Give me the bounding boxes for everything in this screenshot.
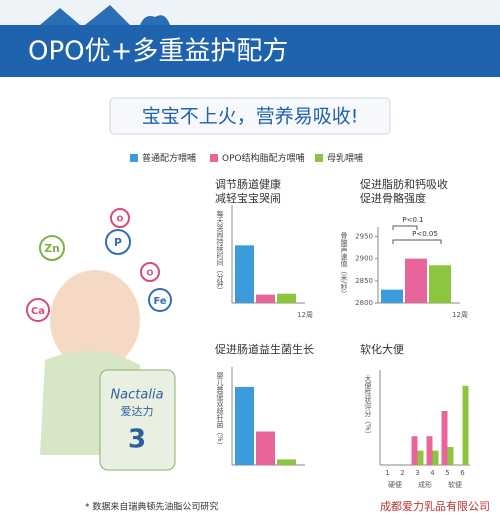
legend-label: 普通配方喂哺	[142, 152, 196, 164]
y-tick-label: 2950	[355, 232, 373, 240]
sky	[0, 0, 500, 25]
molecule	[140, 262, 160, 282]
group-label: 成形	[418, 480, 432, 489]
x-tick-label: 3	[415, 469, 419, 477]
bar	[256, 294, 275, 303]
molecule-label: Fe	[153, 296, 166, 307]
bar	[432, 450, 439, 465]
brand: Nactalia	[110, 388, 163, 403]
bar	[411, 436, 418, 465]
molecule-label: O	[117, 214, 124, 224]
header-bar	[0, 25, 500, 77]
x-axis-label: 12周	[297, 311, 313, 319]
molecule	[26, 298, 50, 322]
x-tick-label: 5	[445, 469, 449, 477]
x-tick-label: 6	[460, 469, 465, 477]
legend-label: OPO结构脂配方喂哺	[222, 152, 305, 164]
annotation: P<0.1	[402, 216, 423, 224]
bar	[256, 431, 275, 465]
molecule	[105, 229, 131, 255]
molecule-label: Zn	[44, 242, 60, 255]
y-axis-label: 婴儿粪便双歧杆菌（%）	[216, 372, 224, 449]
y-tick-label: 2850	[355, 277, 373, 285]
bar	[447, 447, 454, 465]
molecule	[110, 208, 130, 228]
molecule	[148, 288, 172, 312]
legend-swatch	[210, 154, 218, 162]
bar	[441, 411, 448, 465]
slogan: 宝宝不上火，营养易吸收!	[142, 106, 359, 128]
chart-title: 促进脂肪和钙吸收促进骨骼强度	[360, 177, 448, 205]
x-axis-label: 12周	[452, 311, 468, 319]
group-label: 软便	[448, 480, 462, 489]
bar	[277, 459, 296, 465]
product-can	[99, 369, 176, 471]
molecule-label: O	[147, 268, 154, 278]
watermark: 成都爱力乳品有限公司	[380, 499, 490, 513]
bar	[235, 386, 254, 465]
bar	[235, 245, 254, 303]
bar	[417, 450, 424, 465]
legend-label: 母乳喂哺	[327, 152, 363, 164]
silhouettes	[40, 5, 170, 25]
brand-cn: 爱达力	[121, 405, 154, 418]
x-tick-label: 1	[385, 469, 389, 477]
bracket	[392, 225, 418, 230]
x-tick-label: 4	[430, 469, 435, 477]
header-title: OPO优+多重益护配方	[28, 37, 288, 67]
y-tick-label: 2800	[355, 299, 373, 307]
legend-swatch	[130, 154, 138, 162]
molecule-label: Ca	[31, 306, 45, 317]
annotation: P<0.05	[412, 230, 438, 238]
molecule	[39, 235, 65, 261]
baby-head	[50, 270, 140, 370]
chart-title: 促进肠道益生菌生长	[215, 342, 314, 356]
legend-swatch	[315, 154, 323, 162]
y-axis-label: 大便性状评分（%）	[364, 374, 372, 437]
bar	[381, 289, 403, 303]
bar	[277, 293, 296, 303]
molecule-label: P	[114, 236, 122, 249]
y-axis-label: 每天哭闹持续时间（分钟）	[216, 209, 224, 294]
chart-title: 软化大便	[360, 342, 404, 356]
group-label: 硬便	[388, 480, 402, 489]
bracket	[392, 239, 442, 244]
x-tick-label: 2	[400, 469, 404, 477]
stage: 3	[128, 425, 146, 455]
y-tick-label: 2900	[355, 255, 373, 263]
footnote: * 数据来自瑞典顿先油脂公司研究	[85, 501, 218, 513]
slogan-box	[109, 97, 391, 135]
chart-title: 调节肠道健康减轻宝宝哭闹	[215, 177, 281, 205]
bar	[462, 385, 469, 465]
bar	[426, 436, 433, 465]
y-axis-label: 骨骼声速值（米/秒）	[340, 232, 348, 297]
bar	[429, 265, 451, 303]
bar	[405, 258, 427, 303]
